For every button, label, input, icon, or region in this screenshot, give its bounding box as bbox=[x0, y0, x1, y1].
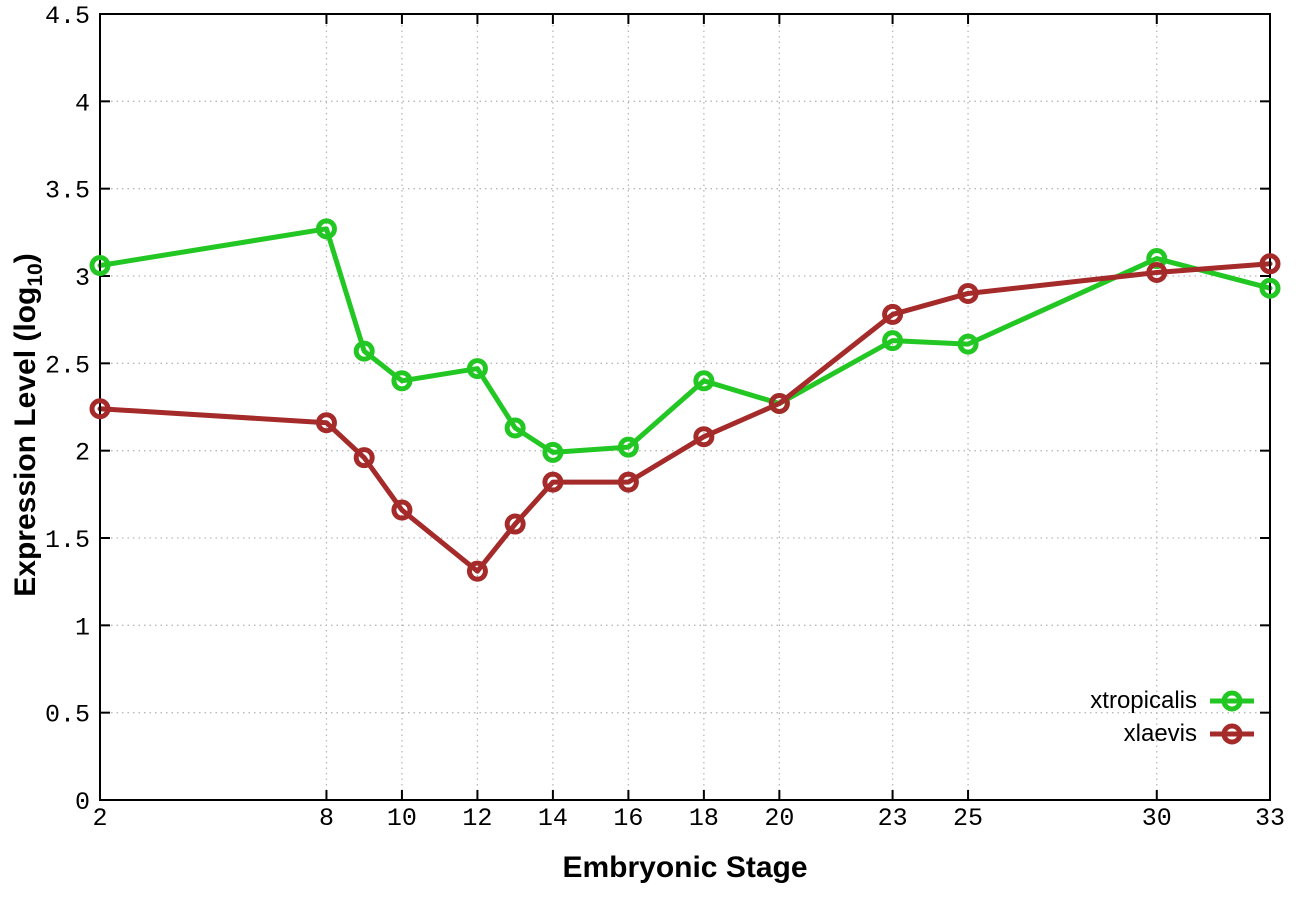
legend-item-xtropicalis: xtropicalis bbox=[1090, 684, 1255, 717]
marker-xlaevis bbox=[882, 303, 904, 325]
marker-xlaevis bbox=[466, 560, 488, 582]
y-tick-label: 2 bbox=[75, 439, 90, 468]
y-tick-label: 4 bbox=[75, 89, 90, 118]
x-tick-label: 25 bbox=[953, 804, 983, 833]
x-tick-label: 12 bbox=[462, 804, 492, 833]
y-axis-title-subscript: 10 bbox=[24, 263, 47, 287]
y-tick-label: 4.5 bbox=[45, 2, 90, 31]
x-tick-label: 23 bbox=[878, 804, 908, 833]
x-tick-label: 8 bbox=[319, 804, 334, 833]
marker-xtropicalis bbox=[391, 370, 413, 392]
marker-xtropicalis bbox=[882, 330, 904, 352]
marker-xtropicalis bbox=[1259, 277, 1281, 299]
marker-xlaevis bbox=[391, 499, 413, 521]
legend-label-xtropicalis: xtropicalis bbox=[1090, 686, 1197, 714]
marker-xtropicalis bbox=[617, 436, 639, 458]
x-tick-label: 16 bbox=[613, 804, 643, 833]
legend-item-xlaevis: xlaevis bbox=[1090, 717, 1255, 750]
marker-xlaevis bbox=[1259, 253, 1281, 275]
marker-xtropicalis bbox=[353, 340, 375, 362]
y-tick-label: 1 bbox=[75, 613, 90, 642]
marker-xtropicalis bbox=[693, 370, 715, 392]
marker-xlaevis bbox=[1146, 262, 1168, 284]
marker-xtropicalis bbox=[89, 255, 111, 277]
x-axis-title: Embryonic Stage bbox=[562, 851, 808, 884]
y-tick-label: 0.5 bbox=[45, 701, 90, 730]
x-tick-label: 14 bbox=[538, 804, 568, 833]
marker-xlaevis bbox=[617, 471, 639, 493]
x-tick-label: 10 bbox=[387, 804, 417, 833]
marker-xlaevis bbox=[353, 447, 375, 469]
marker-xlaevis bbox=[504, 513, 526, 535]
marker-xtropicalis bbox=[542, 441, 564, 463]
marker-xtropicalis bbox=[957, 333, 979, 355]
marker-xtropicalis bbox=[466, 358, 488, 380]
plot-border bbox=[99, 13, 1271, 801]
marker-xlaevis bbox=[542, 471, 564, 493]
y-axis-title: Expression Level (log10) bbox=[6, 215, 47, 635]
y-tick-label: 0 bbox=[75, 788, 90, 817]
x-tick-label: 2 bbox=[92, 804, 107, 833]
legend: xtropicalis xlaevis bbox=[1090, 684, 1255, 750]
legend-label-xlaevis: xlaevis bbox=[1123, 719, 1197, 747]
x-tick-label: 18 bbox=[689, 804, 719, 833]
y-axis-title-close: ) bbox=[9, 253, 42, 264]
marker-xtropicalis bbox=[315, 218, 337, 240]
y-tick-label: 3 bbox=[75, 264, 90, 293]
x-tick-label: 33 bbox=[1255, 804, 1285, 833]
marker-xlaevis bbox=[957, 282, 979, 304]
legend-marker-xtropicalis-icon bbox=[1210, 690, 1254, 711]
y-tick-label: 1.5 bbox=[45, 526, 90, 555]
legend-marker-xlaevis-icon bbox=[1210, 723, 1254, 744]
marker-xlaevis bbox=[315, 412, 337, 434]
marker-xtropicalis bbox=[504, 417, 526, 439]
x-tick-label: 30 bbox=[1142, 804, 1172, 833]
series-line-xlaevis bbox=[97, 261, 1273, 574]
marker-xlaevis bbox=[89, 398, 111, 420]
x-tick-label: 20 bbox=[764, 804, 794, 833]
y-tick-label: 2.5 bbox=[45, 351, 90, 380]
marker-xlaevis bbox=[768, 393, 790, 415]
y-axis-title-text: Expression Level (log bbox=[9, 286, 42, 597]
y-tick-label: 3.5 bbox=[45, 177, 90, 206]
marker-xlaevis bbox=[693, 426, 715, 448]
